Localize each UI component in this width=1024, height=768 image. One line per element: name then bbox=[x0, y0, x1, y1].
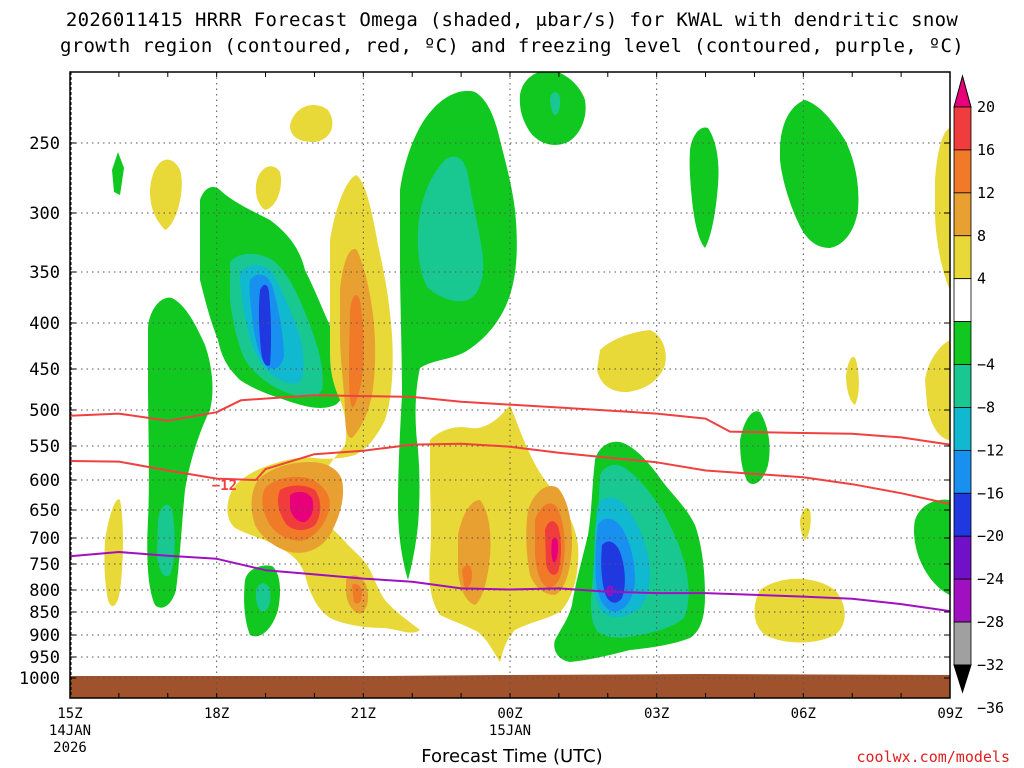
x-tick-label: 18Z bbox=[204, 706, 230, 722]
colorbar-bin bbox=[953, 492, 972, 537]
omega-region bbox=[462, 565, 472, 588]
y-tick-label: 400 bbox=[29, 314, 60, 334]
contour-freezing-level bbox=[69, 551, 951, 613]
plot-frame bbox=[69, 71, 951, 699]
omega-region bbox=[150, 159, 182, 230]
omega-region bbox=[551, 537, 558, 563]
y-tick-label: 250 bbox=[29, 134, 60, 154]
omega-region bbox=[258, 284, 272, 366]
chart-title-line2: growth region (contoured, red, ºC) and f… bbox=[60, 35, 964, 57]
y-tick-label: 700 bbox=[29, 529, 60, 549]
colorbar-bin bbox=[953, 449, 972, 494]
x-axis-title: Forecast Time (UTC) bbox=[421, 746, 603, 767]
chart-title-line1: 2026011415 HRRR Forecast Omega (shaded, … bbox=[65, 9, 959, 31]
omega-region bbox=[780, 100, 859, 248]
y-tick-label: 450 bbox=[29, 360, 60, 380]
colorbar-label: 12 bbox=[977, 184, 995, 202]
colorbar-label: −24 bbox=[977, 570, 1004, 588]
colorbar-label: −32 bbox=[977, 656, 1004, 674]
colorbar-label: 8 bbox=[977, 227, 986, 245]
omega-region bbox=[601, 541, 625, 603]
colorbar-label: −36 bbox=[977, 699, 1004, 717]
colorbar-bin bbox=[953, 235, 972, 280]
omega-region bbox=[550, 92, 561, 116]
colorbar-bin bbox=[953, 621, 972, 666]
colorbar-bottom-arrow bbox=[953, 664, 972, 694]
y-tick-label: 650 bbox=[29, 501, 60, 521]
colorbar-bin bbox=[953, 106, 972, 151]
y-tick-label: 900 bbox=[29, 626, 60, 646]
y-tick-label: 1000 bbox=[19, 669, 60, 689]
y-tick-label: 800 bbox=[29, 581, 60, 601]
y-tick-label: 300 bbox=[29, 204, 60, 224]
omega-region bbox=[417, 156, 484, 302]
omega-region bbox=[255, 166, 282, 210]
y-tick-label: 550 bbox=[29, 437, 60, 457]
x-tick-label: 03Z bbox=[644, 706, 670, 722]
colorbar-bin bbox=[953, 535, 972, 580]
y-tick-label: 600 bbox=[29, 471, 60, 491]
omega-region bbox=[754, 578, 845, 643]
colorbar-top-arrow bbox=[953, 74, 972, 108]
omega-shading bbox=[104, 72, 950, 662]
x-tick-label: 15Z 14JAN 2026 bbox=[48, 706, 92, 756]
y-tick-label: 850 bbox=[29, 603, 60, 623]
omega-region bbox=[740, 411, 770, 485]
colorbar-label: −8 bbox=[977, 398, 995, 416]
x-tick-label: 09Z bbox=[937, 706, 963, 722]
colorbar-bin bbox=[953, 364, 972, 408]
contour-dgz-bottom bbox=[69, 442, 951, 505]
contour-lines: −12 0 bbox=[69, 394, 951, 613]
x-tick-label: 21Z bbox=[350, 706, 376, 722]
omega-region bbox=[147, 297, 213, 608]
y-tick-label: 350 bbox=[29, 263, 60, 283]
omega-region bbox=[800, 508, 811, 540]
omega-region bbox=[255, 583, 271, 612]
contour-dgz-top bbox=[69, 394, 951, 446]
omega-region bbox=[290, 105, 333, 142]
omega-region bbox=[157, 504, 175, 577]
colorbar-label: 16 bbox=[977, 141, 995, 159]
omega-region bbox=[290, 491, 314, 523]
y-tick-label: 750 bbox=[29, 555, 60, 575]
colorbar-bin bbox=[953, 192, 972, 237]
ground-edge bbox=[70, 674, 950, 678]
omega-region bbox=[914, 499, 950, 595]
omega-region bbox=[597, 330, 666, 393]
x-tick-label: 06Z bbox=[790, 706, 816, 722]
colorbar-label: 20 bbox=[977, 98, 995, 116]
colorbar-bin bbox=[953, 149, 972, 194]
x-tick-label: 00Z 15JAN bbox=[488, 706, 532, 739]
colorbar: 20 16 12 8 4 −4 −8 −12 −16 −20 −24 −28 −32 −36 bbox=[953, 74, 1004, 717]
source-credit[interactable]: coolwx.com/models bbox=[856, 748, 1010, 766]
colorbar-label: −20 bbox=[977, 527, 1004, 545]
colorbar-label: 4 bbox=[977, 270, 986, 288]
omega-region bbox=[846, 356, 859, 405]
colorbar-bin bbox=[953, 321, 972, 365]
omega-region bbox=[112, 152, 124, 195]
colorbar-bin bbox=[953, 407, 972, 451]
contour-label: −12 bbox=[212, 478, 237, 494]
colorbar-bin bbox=[953, 278, 972, 323]
ground-strip bbox=[70, 676, 950, 698]
colorbar-label: −28 bbox=[977, 613, 1004, 631]
colorbar-label: −4 bbox=[977, 356, 995, 374]
omega-region bbox=[352, 584, 362, 604]
colorbar-bin bbox=[953, 578, 972, 623]
omega-region bbox=[349, 295, 364, 408]
contour-label: 0 bbox=[606, 584, 614, 600]
colorbar-label: −16 bbox=[977, 484, 1004, 502]
omega-region bbox=[935, 128, 950, 290]
y-tick-label: 950 bbox=[29, 648, 60, 668]
colorbar-label: −12 bbox=[977, 441, 1004, 459]
omega-region bbox=[689, 127, 719, 248]
omega-region bbox=[925, 340, 950, 440]
y-tick-label: 500 bbox=[29, 401, 60, 421]
